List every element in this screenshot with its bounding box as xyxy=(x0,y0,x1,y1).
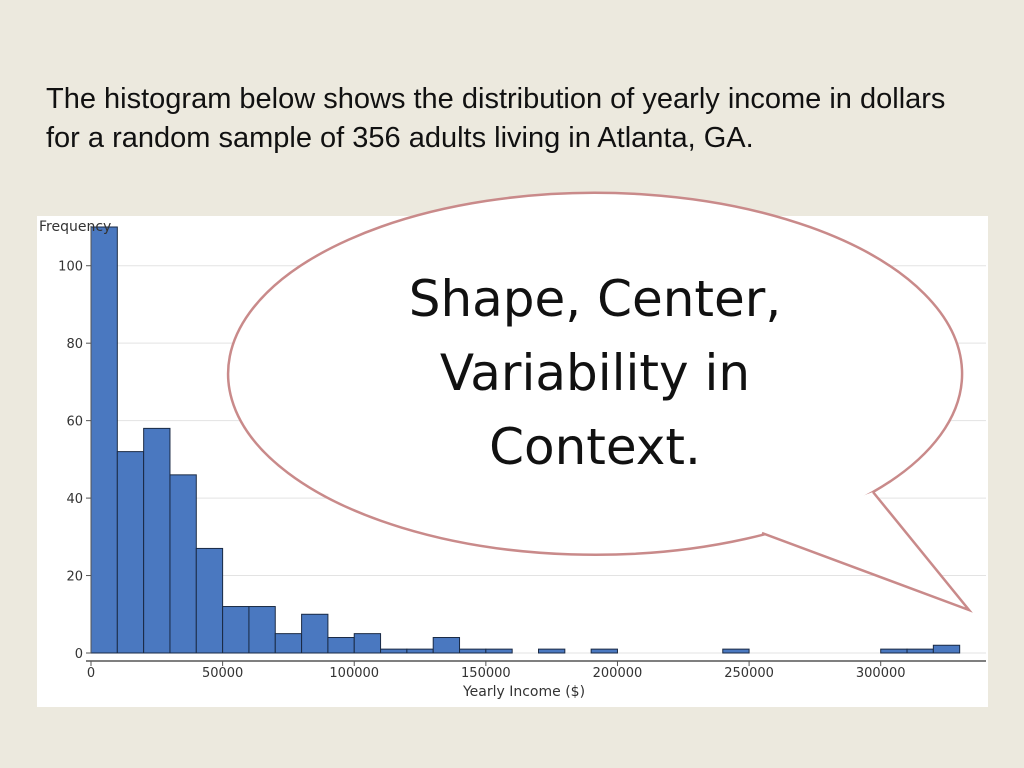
histogram-bar xyxy=(406,648,434,654)
histogram-bar xyxy=(538,648,566,654)
histogram-bars xyxy=(90,226,961,654)
y-tick-label: 100 xyxy=(58,260,83,275)
x-axis-label: Yearly Income ($) xyxy=(462,684,585,700)
histogram-bar xyxy=(327,637,355,654)
y-tick-label: 40 xyxy=(66,492,83,507)
y-tick-label: 80 xyxy=(66,337,83,352)
histogram-bar xyxy=(90,226,118,654)
histogram-bar xyxy=(432,637,461,654)
histogram-bar xyxy=(222,606,250,654)
x-tick-label: 0 xyxy=(87,666,95,681)
axes xyxy=(86,226,986,666)
y-tick-label: 0 xyxy=(75,647,83,662)
histogram-bar xyxy=(880,648,908,654)
x-tick-label: 150000 xyxy=(461,666,511,681)
y-axis-label: Frequency xyxy=(39,219,111,235)
x-tick-label: 250000 xyxy=(724,666,774,681)
histogram-bar xyxy=(459,648,487,654)
histogram-bar xyxy=(195,547,224,654)
histogram-bar xyxy=(143,427,171,654)
histogram-bar xyxy=(353,633,382,654)
x-tick-label: 300000 xyxy=(856,666,906,681)
histogram-bar xyxy=(169,474,197,654)
histogram-bar xyxy=(274,633,303,654)
y-tick-label: 60 xyxy=(66,415,83,430)
x-tick-label: 100000 xyxy=(329,666,379,681)
histogram-bar xyxy=(116,451,145,654)
histogram-bar xyxy=(906,648,934,654)
histogram-bar xyxy=(301,613,329,654)
histogram-bar xyxy=(722,648,750,654)
x-tick-label: 50000 xyxy=(202,666,243,681)
histogram-bar xyxy=(380,648,408,654)
histogram-bar xyxy=(485,648,513,654)
y-tick-label: 20 xyxy=(66,570,83,585)
histogram-bar xyxy=(932,644,961,654)
histogram-bar xyxy=(248,606,276,654)
histogram-bar xyxy=(590,648,618,654)
x-tick-label: 200000 xyxy=(593,666,643,681)
callout-text: Shape, Center, Variability in Context. xyxy=(408,270,782,476)
intro-text: The histogram below shows the distributi… xyxy=(46,83,946,154)
tick-labels: 0 20 40 60 80 100 0 50000 100000 150000 200000 2500… xyxy=(58,260,905,681)
